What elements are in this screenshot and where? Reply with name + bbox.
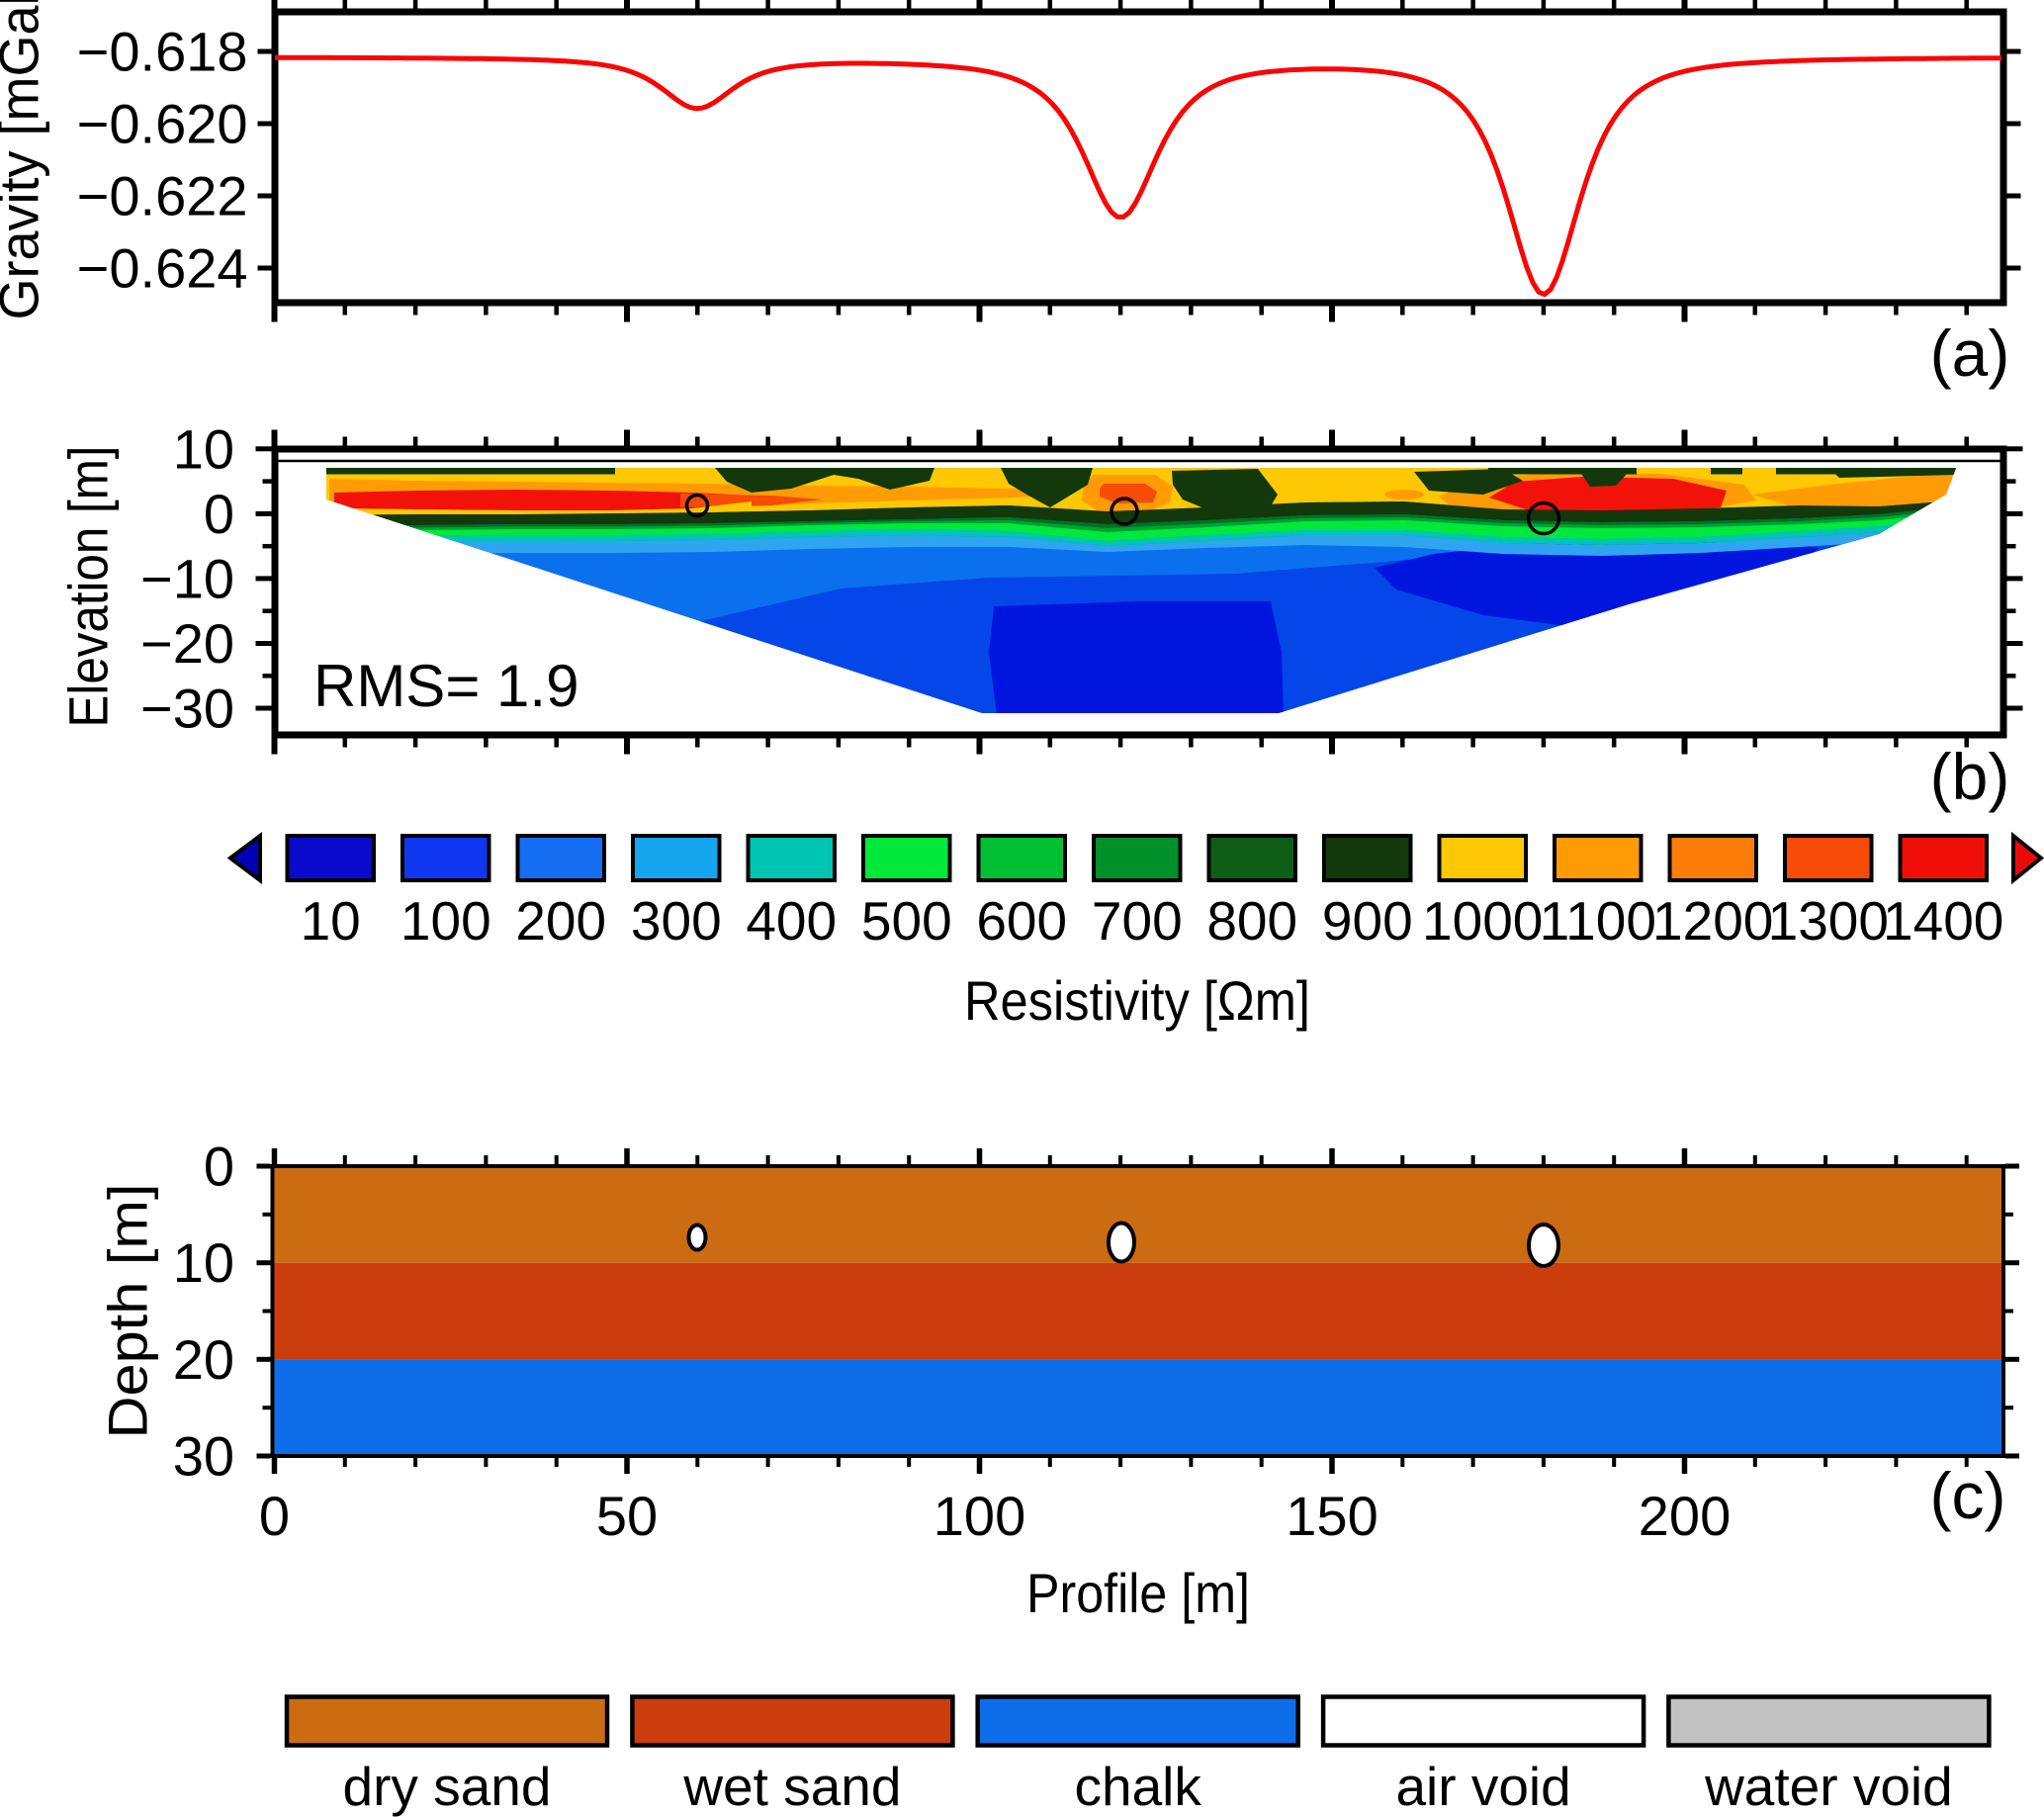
svg-text:−30: −30 [140, 678, 234, 740]
svg-text:Profile [m]: Profile [m] [1026, 1562, 1250, 1624]
svg-text:200: 200 [515, 890, 606, 952]
svg-text:600: 600 [976, 890, 1067, 952]
svg-text:(a): (a) [1930, 317, 2010, 390]
svg-text:−20: −20 [140, 612, 234, 675]
svg-text:400: 400 [746, 890, 837, 952]
svg-text:30: 30 [173, 1425, 234, 1488]
svg-text:150: 150 [1286, 1485, 1377, 1547]
svg-text:air void: air void [1395, 1756, 1570, 1817]
svg-text:dry sand: dry sand [343, 1756, 552, 1817]
svg-text:20: 20 [173, 1328, 234, 1391]
svg-text:1300: 1300 [1768, 890, 1889, 952]
svg-text:10: 10 [173, 1231, 234, 1294]
svg-text:−10: −10 [140, 547, 234, 609]
svg-text:−0.620: −0.620 [77, 93, 248, 155]
svg-text:water void: water void [1704, 1756, 1953, 1817]
svg-text:1200: 1200 [1652, 890, 1773, 952]
svg-text:0: 0 [204, 1136, 234, 1198]
svg-text:800: 800 [1206, 890, 1297, 952]
svg-text:−0.624: −0.624 [77, 237, 248, 300]
svg-text:wet sand: wet sand [682, 1756, 901, 1817]
svg-text:Gravity [mGal]: Gravity [mGal] [0, 0, 50, 320]
svg-text:1400: 1400 [1883, 890, 2003, 952]
svg-text:Resistivity [Ωm]: Resistivity [Ωm] [964, 969, 1310, 1032]
svg-text:50: 50 [596, 1485, 658, 1547]
svg-text:−0.618: −0.618 [77, 21, 248, 83]
svg-text:10: 10 [173, 417, 234, 480]
svg-text:900: 900 [1322, 890, 1413, 952]
svg-text:100: 100 [400, 890, 491, 952]
svg-text:chalk: chalk [1074, 1756, 1201, 1817]
svg-text:1000: 1000 [1422, 890, 1543, 952]
svg-text:10: 10 [301, 890, 361, 952]
svg-text:−0.622: −0.622 [77, 165, 248, 227]
svg-text:300: 300 [631, 890, 722, 952]
svg-text:Elevation [m]: Elevation [m] [57, 446, 120, 728]
svg-text:Depth [m]: Depth [m] [97, 1184, 159, 1439]
svg-text:RMS= 1.9: RMS= 1.9 [313, 653, 578, 719]
svg-text:200: 200 [1639, 1485, 1731, 1547]
svg-text:700: 700 [1092, 890, 1183, 952]
svg-text:100: 100 [933, 1485, 1025, 1547]
svg-text:0: 0 [259, 1485, 290, 1547]
svg-text:0: 0 [204, 483, 234, 545]
svg-text:(c): (c) [1930, 1459, 2006, 1532]
svg-text:1100: 1100 [1540, 890, 1656, 952]
svg-text:500: 500 [861, 890, 952, 952]
svg-text:(b): (b) [1930, 740, 2010, 813]
